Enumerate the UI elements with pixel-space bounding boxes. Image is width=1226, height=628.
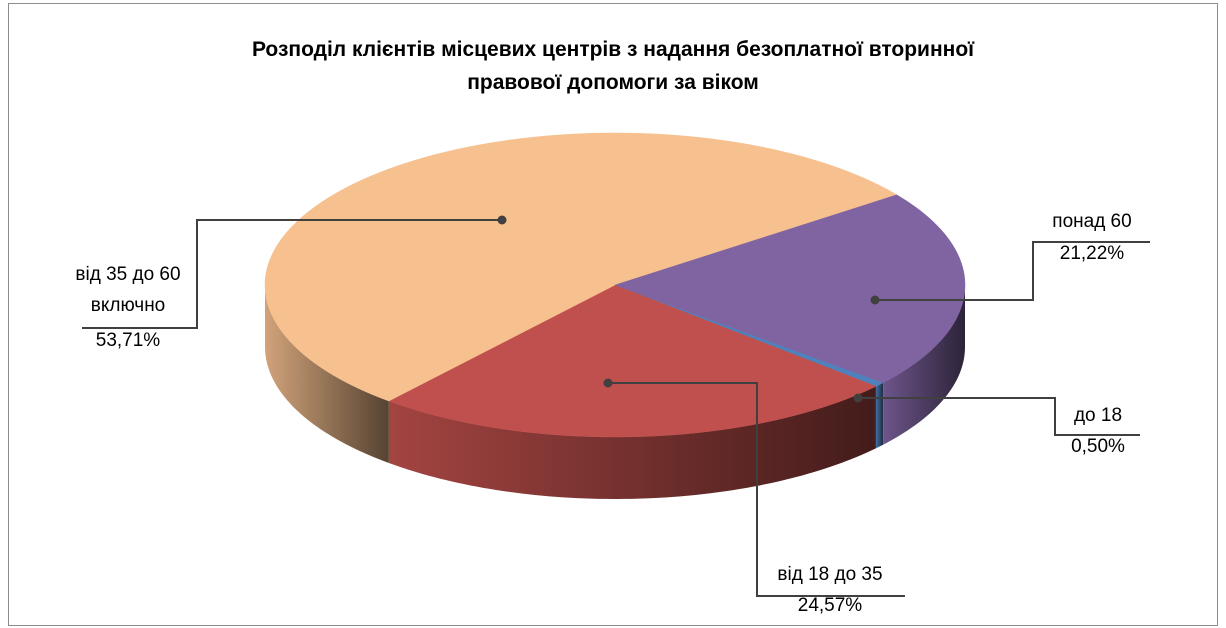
chart-title: Розподіл клієнтів місцевих центрів з над…	[252, 38, 975, 94]
slice-label: від 35 до 60 включно	[75, 264, 180, 316]
leader-dot	[603, 378, 613, 388]
slice-label: від 18 до 35	[777, 564, 882, 585]
slice-value-label: 53,71%	[96, 330, 161, 351]
slice	[264, 132, 898, 402]
slice	[388, 284, 877, 438]
slice-value-label: 24,57%	[798, 595, 863, 616]
leader-dot	[497, 215, 507, 225]
slice-value-label: 21,22%	[1060, 243, 1125, 264]
slice-side	[883, 285, 965, 445]
leader-line	[875, 241, 1150, 301]
slice-value-label: 0,50%	[1071, 436, 1125, 457]
slice-label: до 18	[1074, 405, 1122, 426]
leader-line	[82, 219, 502, 329]
pie-sides	[265, 285, 965, 499]
leader-line	[608, 382, 905, 597]
slice-side	[875, 382, 884, 449]
slice-label: понад 60	[1052, 211, 1131, 232]
leader-dot	[870, 295, 880, 305]
leader-line	[858, 397, 1140, 436]
slice	[614, 194, 966, 383]
slice-side	[265, 285, 389, 464]
leader-dot	[853, 393, 863, 403]
slice-side	[388, 386, 876, 499]
pie-tops	[264, 132, 966, 438]
